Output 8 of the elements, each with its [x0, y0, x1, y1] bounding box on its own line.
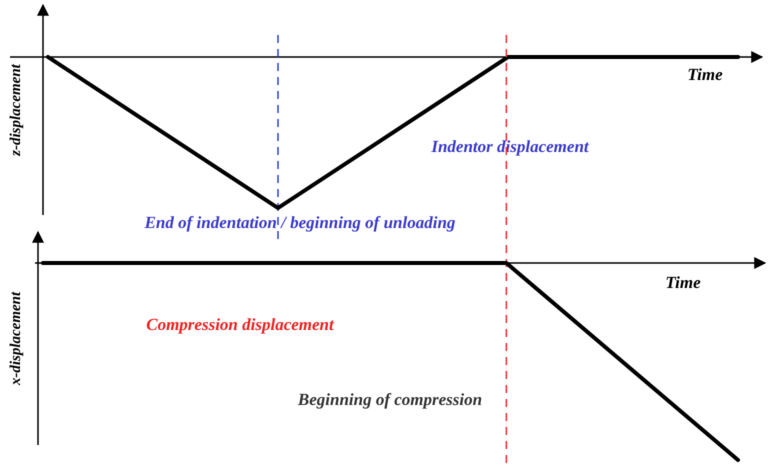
- annotation: Beginning of compression: [296, 390, 482, 409]
- y-axis-title: x-displacement: [8, 291, 24, 386]
- x-axis-title: Time: [687, 65, 724, 84]
- text: End of indentation / beginning of unloading: [144, 213, 456, 232]
- annotation: Compression displacement: [146, 315, 336, 334]
- annotation: Indentor displacement: [430, 137, 590, 156]
- x-axis-title: Time: [665, 273, 702, 292]
- y-axis-title: z-displacement: [8, 63, 24, 157]
